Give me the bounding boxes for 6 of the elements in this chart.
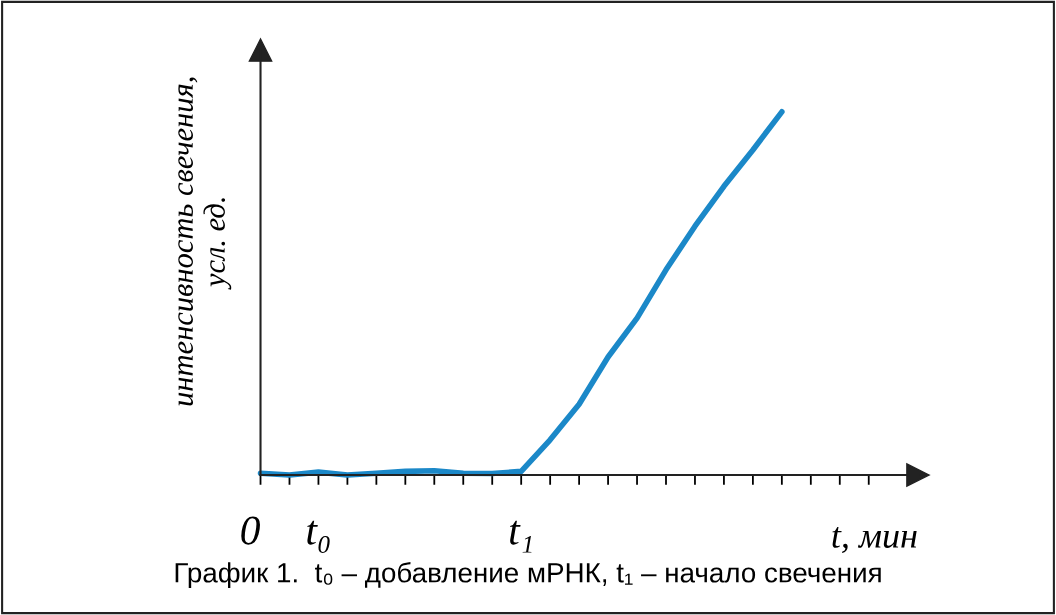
text: График 1. t₀ – добавление мРНК, t₁ – начало свечения	[175, 561, 881, 589]
x-tick-label: 0	[241, 516, 260, 545]
x-axis-title: t, мин	[832, 527, 917, 554]
y-axis-title: интенсивность свечения, усл. ед.	[178, 77, 232, 406]
x-tick-label: t₀	[307, 520, 330, 553]
x-tick-label: t₁	[509, 520, 532, 553]
